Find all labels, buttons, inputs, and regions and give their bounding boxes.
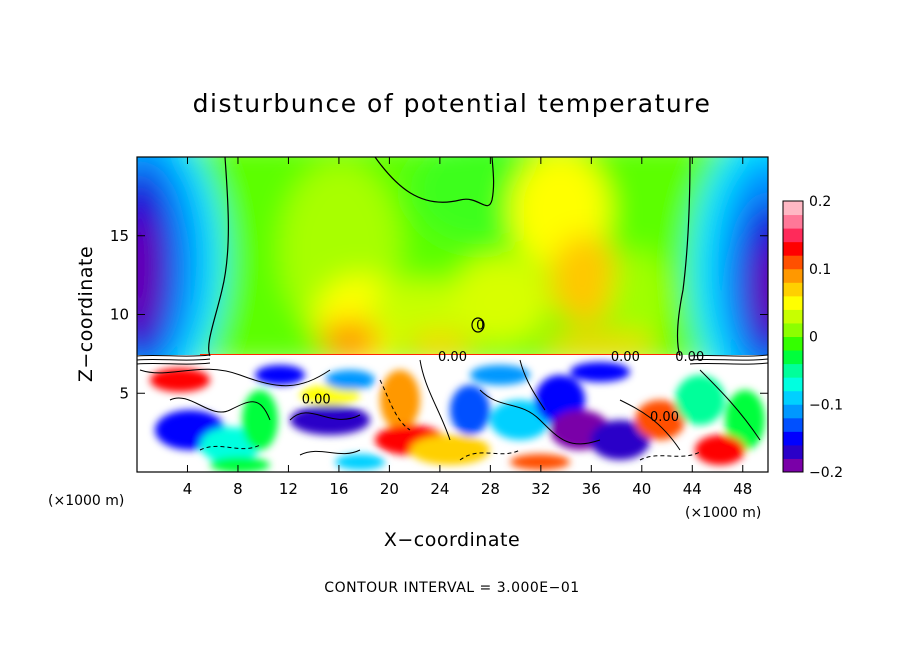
x-axis-label: X−coordinate [384, 529, 520, 551]
colorbar-swatch [783, 322, 803, 337]
x-unit-label-right: (×1000 m) [685, 505, 761, 521]
x-tick-label: 28 [481, 480, 500, 498]
contour-label: 0.00 [438, 350, 467, 365]
x-tick-label: 48 [733, 480, 752, 498]
y-axis: 5 10 15 [110, 227, 768, 402]
colorbar-tick-label: 0 [809, 330, 818, 346]
x-tick-label: 12 [279, 480, 298, 498]
x-unit-label-left: (×1000 m) [48, 493, 124, 509]
colorbar-swatch [783, 255, 803, 270]
contour-interval-note: CONTOUR INTERVAL = 3.000E−01 [324, 580, 579, 596]
contour-labels: 0.00 0.00 0.00 0.00 0.00 0 [302, 319, 705, 425]
contour-label: 0.00 [650, 410, 679, 425]
lower-field [137, 355, 768, 472]
colorbar-swatch [783, 417, 803, 432]
colorbar-swatch [783, 214, 803, 229]
colorbar-ticks: 0.2 0.1 0 −0.1 −0.2 [809, 194, 843, 481]
colorbar-swatch [783, 458, 803, 473]
colorbar-tick-label: 0.2 [809, 194, 831, 210]
y-axis-label: Z−coordinate [75, 246, 97, 382]
upper-field [137, 157, 768, 361]
colorbar-swatch [783, 309, 803, 324]
x-axis: 4 8 12 16 20 24 28 32 36 40 44 48 [183, 157, 752, 498]
colorbar [782, 200, 804, 473]
y-tick-label: 15 [110, 227, 129, 245]
colorbar-swatch [783, 350, 803, 365]
x-tick-label: 20 [380, 480, 399, 498]
x-tick-label: 8 [233, 480, 243, 498]
colorbar-swatch [783, 377, 803, 392]
colorbar-swatch [783, 201, 803, 216]
colorbar-swatch [783, 363, 803, 378]
colorbar-swatch [783, 336, 803, 351]
colorbar-swatch [783, 390, 803, 405]
contour-label: 0.00 [611, 350, 640, 365]
zero-contours [208, 157, 691, 357]
x-tick-label: 24 [430, 480, 449, 498]
colorbar-swatch [783, 431, 803, 446]
x-tick-label: 40 [632, 480, 651, 498]
colorbar-tick-label: −0.2 [809, 465, 843, 481]
colorbar-swatch [783, 282, 803, 297]
y-tick-label: 10 [110, 306, 129, 324]
colorbar-swatch [783, 268, 803, 283]
colorbar-swatch [783, 295, 803, 310]
chart-title: disturbunce of potential temperature [193, 89, 712, 118]
colorbar-swatch [783, 444, 803, 459]
contour-label: 0 [476, 319, 484, 334]
colorbar-swatch [783, 404, 803, 419]
colorbar-swatch [783, 228, 803, 243]
inversion-contours [137, 354, 768, 365]
x-tick-label: 4 [183, 480, 193, 498]
contour-label: 0.00 [302, 393, 331, 408]
y-tick-label: 5 [119, 384, 129, 402]
x-tick-label: 44 [683, 480, 702, 498]
x-tick-label: 36 [582, 480, 601, 498]
heatmap-field [137, 157, 768, 472]
x-tick-label: 32 [531, 480, 550, 498]
colorbar-tick-label: −0.1 [809, 397, 843, 413]
x-tick-label: 16 [329, 480, 348, 498]
colorbar-frame [782, 200, 804, 473]
colorbar-tick-label: 0.1 [809, 262, 831, 278]
contour-label: 0.00 [675, 350, 704, 365]
colorbar-swatch [783, 241, 803, 256]
